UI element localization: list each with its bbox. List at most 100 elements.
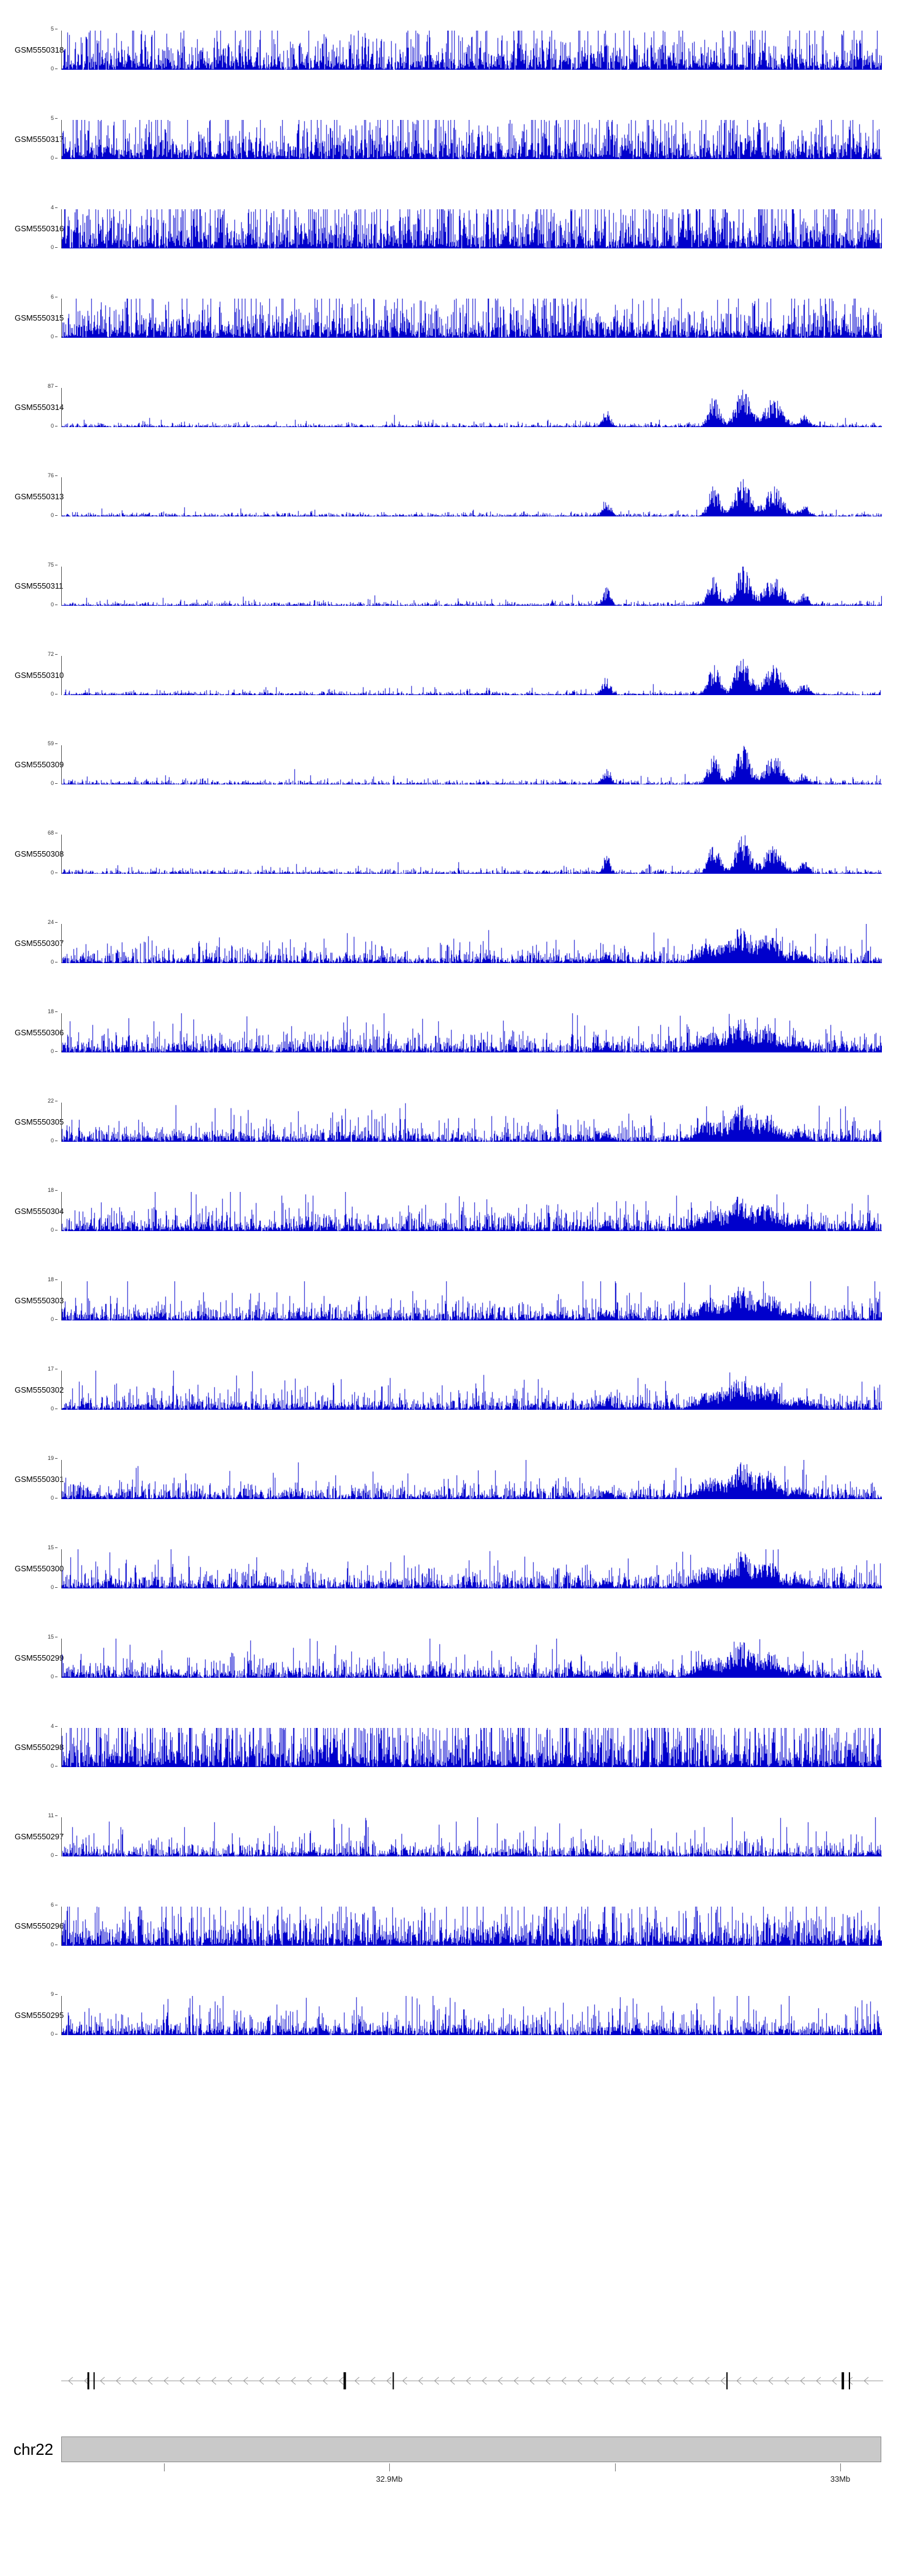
strand-chevron-icon [132,2377,137,2385]
signal-canvas[interactable] [62,388,882,427]
signal-canvas[interactable] [62,1549,882,1588]
signal-canvas[interactable] [62,1728,882,1767]
track-label: GSM5550311 [15,581,64,590]
track-ymax-label: 5 [0,26,58,32]
exon-mark [93,2372,95,2389]
track-label: GSM5550296 [15,1921,64,1930]
track-signal-plot[interactable] [61,1907,882,1946]
strand-chevron-icon [386,2377,392,2385]
signal-canvas[interactable] [62,656,882,695]
track-signal-plot[interactable] [61,1728,882,1767]
signal-canvas[interactable] [62,1281,882,1320]
strand-chevron-icon [593,2377,599,2385]
signal-canvas[interactable] [62,1639,882,1678]
track-signal-plot[interactable] [61,1192,882,1231]
track-signal-plot[interactable] [61,299,882,338]
strand-chevron-icon [736,2377,742,2385]
signal-canvas[interactable] [62,1371,882,1410]
gene-model-icon [61,2372,883,2389]
track-yzero-label: 0 [0,780,58,786]
signal-canvas[interactable] [62,835,882,874]
track-signal-plot[interactable] [61,745,882,784]
strand-chevron-icon [720,2377,726,2385]
strand-chevron-icon [657,2377,662,2385]
signal-canvas[interactable] [62,924,882,963]
track-signal-plot[interactable] [61,1281,882,1320]
track-ymax-label: 22 [0,1098,58,1104]
track-yzero-label: 0 [0,2031,58,2037]
track-ymax-label: 24 [0,919,58,925]
strand-chevron-icon [752,2377,758,2385]
ruler-tick [389,2463,390,2471]
strand-chevron-icon [84,2377,89,2385]
track-signal-plot[interactable] [61,388,882,427]
strand-chevron-icon [179,2377,185,2385]
track-signal-plot[interactable] [61,656,882,695]
signal-canvas[interactable] [62,477,882,516]
track-ymax-label: 15 [0,1544,58,1550]
track-row: GSM5550305 22 0 [0,1095,918,1185]
track-ymax-label: 72 [0,651,58,657]
signal-canvas[interactable] [62,745,882,784]
signal-canvas[interactable] [62,1013,882,1052]
track-yzero-label: 0 [0,691,58,697]
track-signal-plot[interactable] [61,1549,882,1588]
track-signal-plot[interactable] [61,1639,882,1678]
gene-annotation-track[interactable] [0,2366,918,2396]
track-signal-plot[interactable] [61,1103,882,1142]
track-yzero-label: 0 [0,1763,58,1769]
track-signal-plot[interactable] [61,120,882,159]
track-signal-plot[interactable] [61,31,882,70]
track-signal-plot[interactable] [61,1460,882,1499]
track-label: GSM5550307 [15,939,64,948]
track-ymax-label: 75 [0,562,58,568]
track-label: GSM5550313 [15,492,64,501]
signal-canvas[interactable] [62,1996,882,2035]
track-label: GSM5550306 [15,1028,64,1037]
track-ymax-label: 6 [0,294,58,300]
track-signal-plot[interactable] [61,1013,882,1052]
signal-canvas[interactable] [62,1192,882,1231]
signal-canvas[interactable] [62,1103,882,1142]
track-ymax-label: 5 [0,115,58,121]
track-signal-plot[interactable] [61,477,882,516]
track-yzero-label: 0 [0,1852,58,1858]
track-label: GSM5550304 [15,1207,64,1216]
track-yzero-label: 0 [0,1941,58,1948]
signal-canvas[interactable] [62,1460,882,1499]
strand-chevron-icon [100,2377,105,2385]
signal-canvas[interactable] [62,31,882,70]
chromosome-row: chr22 [0,2435,918,2463]
chromosome-ideogram[interactable] [61,2436,881,2462]
track-yzero-label: 0 [0,1673,58,1680]
signal-canvas[interactable] [62,1907,882,1946]
strand-chevron-icon [227,2377,233,2385]
track-signal-plot[interactable] [61,567,882,606]
track-ymax-label: 4 [0,1723,58,1729]
strand-chevron-icon [529,2377,535,2385]
track-label: GSM5550315 [15,313,64,322]
signal-canvas[interactable] [62,567,882,606]
signal-canvas[interactable] [62,1817,882,1856]
track-signal-plot[interactable] [61,1996,882,2035]
track-signal-plot[interactable] [61,209,882,248]
exon-mark [392,2372,394,2389]
track-signal-plot[interactable] [61,924,882,963]
track-ymax-label: 17 [0,1366,58,1372]
strand-chevron-icon [466,2377,471,2385]
signal-canvas[interactable] [62,120,882,159]
track-ymax-label: 76 [0,472,58,478]
signal-canvas[interactable] [62,299,882,338]
track-signal-plot[interactable] [61,835,882,874]
strand-chevron-icon [561,2377,567,2385]
track-label: GSM5550302 [15,1385,64,1394]
strand-chevron-icon [641,2377,646,2385]
track-signal-plot[interactable] [61,1817,882,1856]
track-row: GSM5550317 5 0 [0,113,918,202]
track-yzero-label: 0 [0,1227,58,1233]
signal-canvas[interactable] [62,209,882,248]
spacer [0,2078,918,2366]
track-label: GSM5550309 [15,760,64,769]
track-signal-plot[interactable] [61,1371,882,1410]
